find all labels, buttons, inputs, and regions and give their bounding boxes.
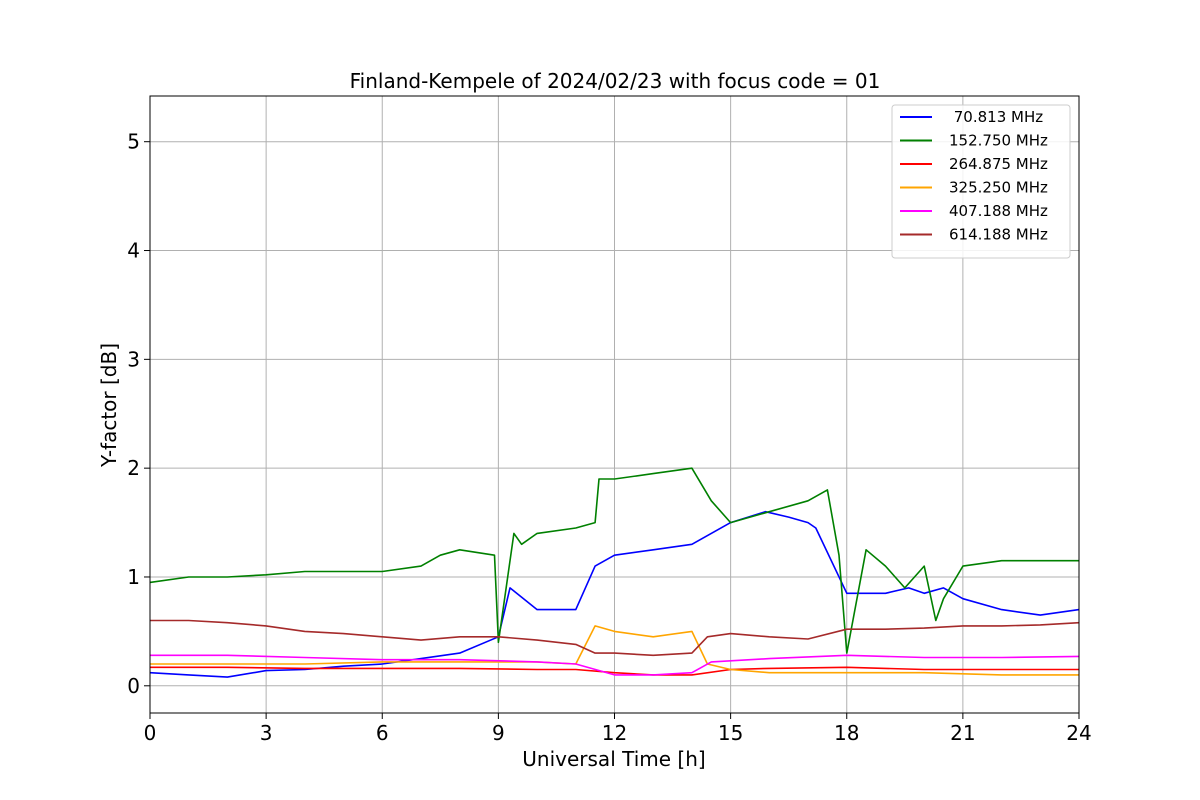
legend-entry: 264.875 MHz: [949, 155, 1048, 173]
x-tick-label: 3: [260, 721, 273, 745]
series-line: [150, 654, 1080, 676]
y-tick-label: 2: [127, 456, 140, 480]
legend-entry: 614.188 MHz: [949, 226, 1048, 244]
legend-entry: 152.750 MHz: [949, 132, 1048, 150]
x-tick-label: 0: [144, 721, 157, 745]
x-tick-label: 24: [1066, 721, 1091, 745]
x-tick-label: 12: [602, 721, 627, 745]
series-layer: [149, 467, 1080, 678]
x-tick-label: 21: [950, 721, 975, 745]
y-tick-label: 3: [127, 347, 140, 371]
x-tick-label: 18: [834, 721, 859, 745]
x-axis-label: Universal Time [h]: [522, 747, 705, 771]
legend-entry: 325.250 MHz: [949, 179, 1048, 197]
series-line: [149, 510, 1080, 678]
y-tick-label: 1: [127, 565, 140, 589]
series-line: [150, 666, 1079, 676]
x-tick-label: 9: [492, 721, 505, 745]
series-line: [149, 467, 1079, 654]
x-tick-label: 6: [376, 721, 389, 745]
legend-entry: 407.188 MHz: [949, 202, 1048, 220]
x-axis: 0 3 6 9 12 15 18 21 24: [144, 713, 1092, 745]
series-line: [150, 625, 1079, 676]
legend: 70.813 MHz 152.750 MHz 264.875 MHz 325.250 …: [891, 104, 1071, 259]
grid: [149, 96, 1080, 713]
y-tick-label: 0: [127, 674, 140, 698]
y-axis-label: Y-factor [dB]: [97, 343, 121, 468]
legend-box: [891, 104, 1071, 259]
x-tick-label: 15: [718, 721, 743, 745]
chart-title: Finland-Kempele of 2024/02/23 with focus…: [350, 69, 881, 93]
legend-entry: 70.813 MHz: [949, 108, 1043, 126]
series-line: [150, 619, 1080, 657]
y-axis: 0 1 2 3 4 5: [127, 130, 150, 698]
y-tick-label: 4: [127, 239, 140, 263]
y-tick-label: 5: [127, 130, 140, 154]
